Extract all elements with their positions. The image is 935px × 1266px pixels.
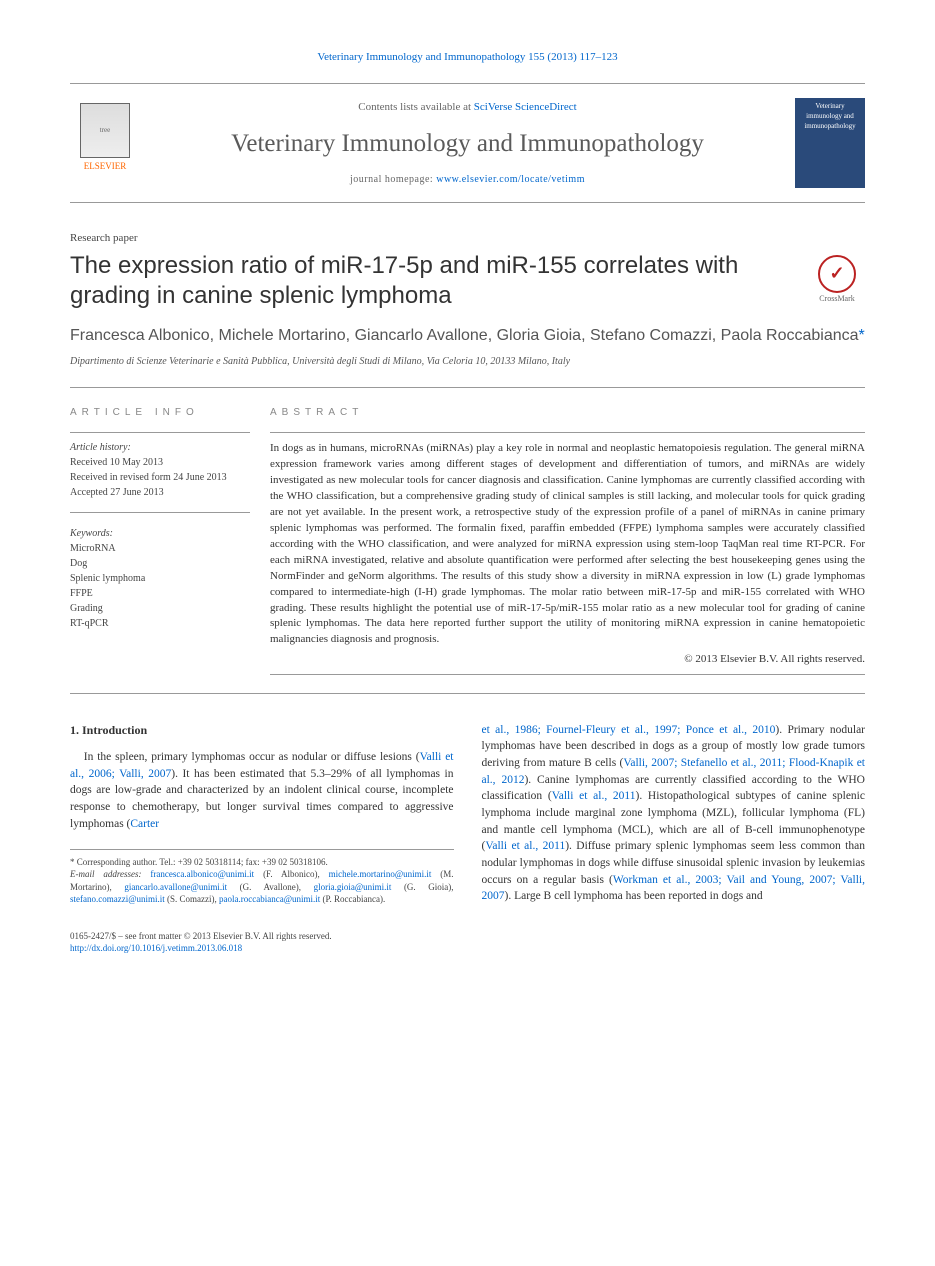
header-center: Contents lists available at SciVerse Sci… <box>140 100 795 186</box>
keyword: FFPE <box>70 586 250 601</box>
keyword: Grading <box>70 601 250 616</box>
abstract-heading: ABSTRACT <box>270 406 865 420</box>
keyword: RT-qPCR <box>70 616 250 631</box>
body-columns: 1. Introduction In the spleen, primary l… <box>70 722 865 906</box>
footnotes: * Corresponding author. Tel.: +39 02 503… <box>70 849 454 906</box>
cite-link[interactable]: Valli et al., 2011 <box>485 840 565 852</box>
intro-para-1: In the spleen, primary lymphomas occur a… <box>70 749 454 832</box>
email-name: (G. Avallone), <box>240 882 314 892</box>
cite-link[interactable]: Valli et al., 2011 <box>552 790 636 802</box>
paper-type: Research paper <box>70 231 865 246</box>
elsevier-label: ELSEVIER <box>84 160 127 173</box>
email-name: (F. Albonico), <box>254 869 320 879</box>
email-name: (G. Gioia), <box>391 882 453 892</box>
body-rule <box>70 693 865 694</box>
email-name: (P. Roccabianca). <box>320 894 385 904</box>
journal-header-box: tree ELSEVIER Contents lists available a… <box>70 83 865 203</box>
history-accepted: Accepted 27 June 2013 <box>70 485 250 500</box>
cite-link[interactable]: et al., 1986; Fournel-Fleury et al., 199… <box>482 724 776 736</box>
doi-link[interactable]: http://dx.doi.org/10.1016/j.vetimm.2013.… <box>70 943 242 953</box>
abstract-copyright: © 2013 Elsevier B.V. All rights reserved… <box>270 652 865 667</box>
text: ). Large B cell lymphoma has been report… <box>505 890 763 902</box>
crossmark-badge[interactable]: CrossMark <box>809 255 865 311</box>
email-link[interactable]: paola.roccabianca@unimi.it <box>219 894 320 904</box>
cover-text: Veterinary immunology and immunopatholog… <box>797 102 863 131</box>
author-list: Francesca Albonico, Michele Mortarino, G… <box>70 327 859 344</box>
text: In the spleen, primary lymphomas occur a… <box>84 751 420 763</box>
cite-link[interactable]: Carter <box>130 818 159 830</box>
corresponding-mark: * <box>859 327 865 344</box>
citation-link[interactable]: Veterinary Immunology and Immunopatholog… <box>317 51 617 63</box>
journal-cover-thumbnail: Veterinary immunology and immunopatholog… <box>795 98 865 188</box>
email-link[interactable]: francesca.albonico@unimi.it <box>150 869 254 879</box>
page-footer: 0165-2427/$ – see front matter © 2013 El… <box>70 930 865 955</box>
article-info-heading: ARTICLE INFO <box>70 406 250 420</box>
contents-line: Contents lists available at SciVerse Sci… <box>140 100 795 115</box>
email-name: (S. Comazzi), <box>167 894 219 904</box>
abstract-text: In dogs as in humans, microRNAs (miRNAs)… <box>270 441 865 648</box>
rule-top <box>70 387 865 388</box>
history-revised: Received in revised form 24 June 2013 <box>70 470 250 485</box>
abstract-column: ABSTRACT In dogs as in humans, microRNAs… <box>270 406 865 675</box>
rule-info <box>70 432 250 433</box>
paper-title: The expression ratio of miR-17-5p and mi… <box>70 251 791 311</box>
elsevier-logo: tree ELSEVIER <box>70 103 140 183</box>
emails-block: E-mail addresses: francesca.albonico@uni… <box>70 868 454 906</box>
history-received: Received 10 May 2013 <box>70 455 250 470</box>
homepage-prefix: journal homepage: <box>350 174 436 185</box>
homepage-line: journal homepage: www.elsevier.com/locat… <box>140 173 795 187</box>
email-link[interactable]: gloria.gioia@unimi.it <box>314 882 392 892</box>
history-label: Article history: <box>70 441 250 455</box>
crossmark-label: CrossMark <box>819 293 855 304</box>
rule-abstract-bottom <box>270 674 865 675</box>
intro-para-2: et al., 1986; Fournel-Fleury et al., 199… <box>482 722 866 905</box>
homepage-link[interactable]: www.elsevier.com/locate/vetimm <box>436 174 585 185</box>
keyword: MicroRNA <box>70 541 250 556</box>
authors: Francesca Albonico, Michele Mortarino, G… <box>70 325 865 347</box>
corresponding-note: * Corresponding author. Tel.: +39 02 503… <box>70 856 454 869</box>
sciencedirect-link[interactable]: SciVerse ScienceDirect <box>474 101 577 113</box>
contents-prefix: Contents lists available at <box>358 101 473 113</box>
section-heading-intro: 1. Introduction <box>70 722 454 739</box>
email-link[interactable]: michele.mortarino@unimi.it <box>329 869 432 879</box>
email-link[interactable]: giancarlo.avallone@unimi.it <box>124 882 227 892</box>
keyword: Dog <box>70 556 250 571</box>
info-abstract-row: ARTICLE INFO Article history: Received 1… <box>70 406 865 675</box>
crossmark-icon <box>818 255 856 293</box>
title-row: The expression ratio of miR-17-5p and mi… <box>70 251 865 311</box>
rule-keywords <box>70 512 250 513</box>
article-info-column: ARTICLE INFO Article history: Received 1… <box>70 406 270 675</box>
citation-header: Veterinary Immunology and Immunopatholog… <box>70 50 865 65</box>
journal-name: Veterinary Immunology and Immunopatholog… <box>140 126 795 161</box>
rule-abstract <box>270 432 865 433</box>
email-link[interactable]: stefano.comazzi@unimi.it <box>70 894 165 904</box>
keyword: Splenic lymphoma <box>70 571 250 586</box>
affiliation: Dipartimento di Scienze Veterinarie e Sa… <box>70 355 865 369</box>
elsevier-tree-icon: tree <box>80 103 130 158</box>
keywords-label: Keywords: <box>70 527 250 541</box>
emails-label: E-mail addresses: <box>70 869 150 879</box>
footer-copyright: 0165-2427/$ – see front matter © 2013 El… <box>70 930 865 943</box>
